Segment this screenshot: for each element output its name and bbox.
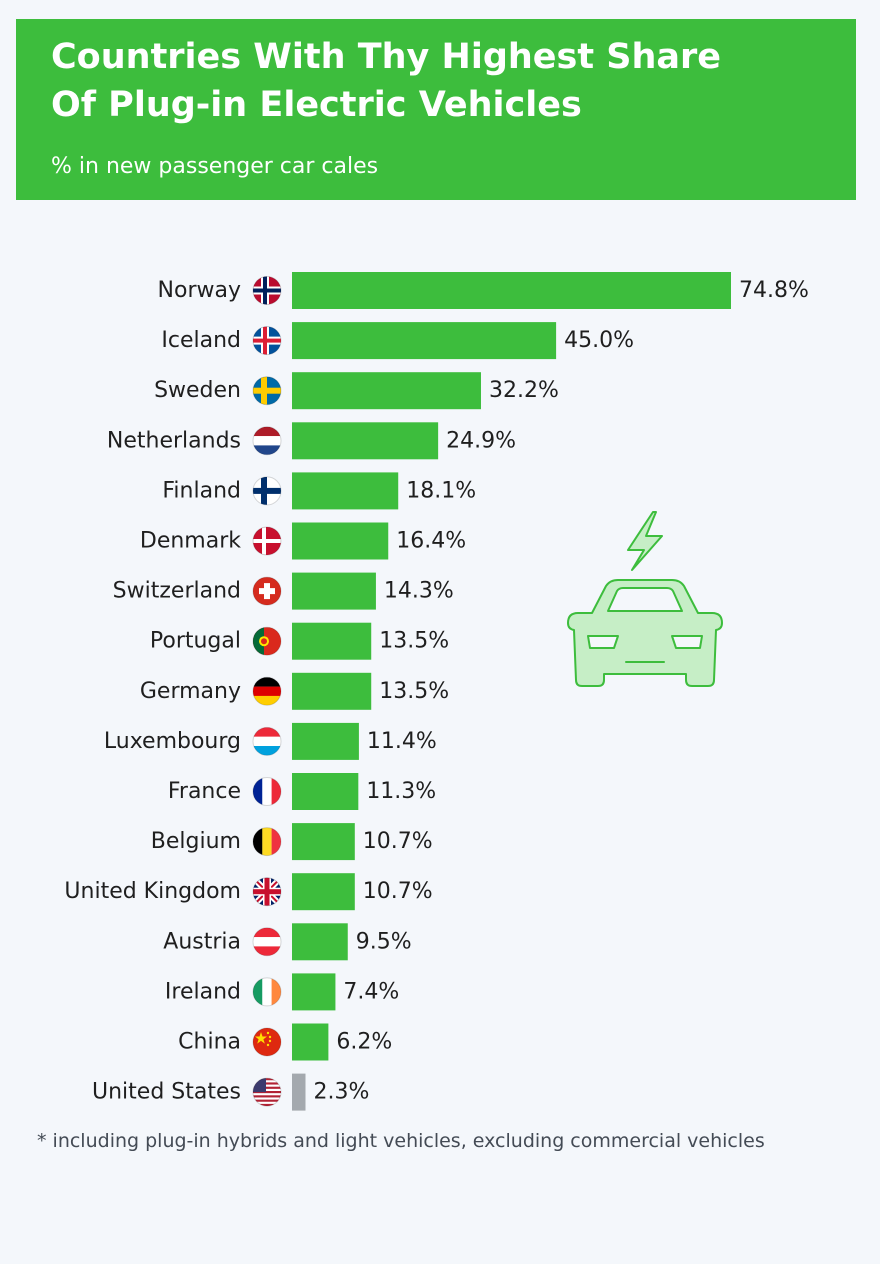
- category-label: Germany: [140, 679, 241, 704]
- value-label: 18.1%: [406, 478, 476, 503]
- bar: [292, 722, 359, 760]
- value-label: 10.7%: [363, 879, 433, 904]
- value-label: 6.2%: [336, 1030, 392, 1055]
- china-flag-icon: [253, 1028, 281, 1056]
- bar: [292, 272, 731, 309]
- flag-outline: [252, 626, 282, 656]
- category-label: Iceland: [161, 328, 241, 353]
- united-states-flag-icon: [253, 1078, 281, 1107]
- value-label: 11.3%: [366, 779, 436, 804]
- flag-outline: [252, 526, 282, 556]
- flag-outline: [252, 1077, 282, 1107]
- category-label: Belgium: [151, 829, 241, 854]
- bar: [292, 522, 389, 560]
- flag-outline: [252, 777, 282, 806]
- category-label: Denmark: [140, 529, 241, 554]
- flag-outline: [252, 276, 282, 305]
- chart-subtitle: % in new passenger car cales: [51, 154, 379, 179]
- luxembourg-flag-icon: [253, 727, 281, 756]
- value-label: 9.5%: [356, 929, 412, 954]
- bar: [292, 622, 372, 660]
- category-label: Norway: [158, 278, 241, 303]
- bar: [292, 823, 355, 861]
- bar: [292, 472, 399, 510]
- austria-flag-icon: [253, 927, 281, 956]
- flag-outline: [252, 476, 282, 506]
- bar: [292, 873, 355, 911]
- flag-outline: [252, 927, 282, 957]
- value-label: 10.7%: [363, 829, 433, 854]
- bar: [292, 1023, 329, 1061]
- portugal-flag-icon: [253, 627, 281, 656]
- germany-flag-icon: [253, 677, 281, 706]
- flag-outline: [252, 426, 282, 456]
- france-flag-icon: [253, 777, 281, 806]
- category-label: Netherlands: [107, 428, 241, 453]
- flag-outline: [252, 326, 282, 356]
- bar: [292, 422, 439, 460]
- flag-outline: [252, 376, 282, 406]
- norway-flag-icon: [253, 276, 281, 305]
- flag-outline: [252, 576, 282, 606]
- flag-outline: [252, 726, 282, 756]
- bar: [292, 322, 557, 360]
- flag-outline: [252, 827, 282, 857]
- flag-outline: [252, 977, 282, 1007]
- value-label: 74.8%: [739, 278, 809, 303]
- flag-outline: [252, 877, 282, 907]
- value-label: 11.4%: [367, 729, 437, 754]
- bar: [292, 1073, 306, 1111]
- bar-chart: Norway 74.8% Iceland 45.0% Sweden 32.2% Nether…: [64, 272, 809, 1111]
- value-label: 13.5%: [379, 629, 449, 654]
- category-label: Austria: [163, 929, 241, 954]
- chart-title: Countries With Thy Highest Share Of Plug…: [51, 37, 722, 125]
- electric-car-icon: [567, 511, 723, 687]
- netherlands-flag-icon: [253, 426, 281, 455]
- category-label: Sweden: [154, 378, 241, 403]
- category-label: China: [178, 1030, 241, 1055]
- category-label: France: [168, 779, 241, 804]
- finland-flag-icon: [253, 476, 281, 505]
- value-label: 32.2%: [489, 378, 559, 403]
- bar: [292, 572, 376, 610]
- switzerland-flag-icon: [253, 577, 281, 606]
- bar: [292, 973, 336, 1011]
- value-label: 16.4%: [396, 529, 466, 554]
- footnote: * including plug-in hybrids and light ve…: [37, 1130, 765, 1152]
- denmark-flag-icon: [253, 527, 281, 555]
- sweden-flag-icon: [253, 376, 281, 405]
- value-label: 14.3%: [384, 579, 454, 604]
- belgium-flag-icon: [253, 827, 281, 856]
- value-label: 45.0%: [564, 328, 634, 353]
- flag-outline: [252, 1027, 282, 1057]
- category-label: United States: [92, 1080, 241, 1105]
- iceland-flag-icon: [253, 326, 281, 355]
- bar: [292, 372, 481, 410]
- value-label: 13.5%: [379, 679, 449, 704]
- value-label: 24.9%: [446, 428, 516, 453]
- category-label: Ireland: [165, 979, 241, 1004]
- category-label: United Kingdom: [64, 879, 241, 904]
- value-label: 7.4%: [343, 979, 399, 1004]
- ireland-flag-icon: [253, 977, 281, 1006]
- bar: [292, 773, 359, 810]
- value-label: 2.3%: [313, 1080, 369, 1105]
- category-label: Switzerland: [113, 579, 241, 604]
- bar: [292, 672, 372, 710]
- category-label: Finland: [162, 478, 241, 503]
- category-label: Luxembourg: [104, 729, 241, 754]
- chart-header: Countries With Thy Highest Share Of Plug…: [16, 19, 856, 200]
- bar: [292, 923, 348, 961]
- flag-outline: [252, 676, 282, 706]
- category-label: Portugal: [150, 629, 241, 654]
